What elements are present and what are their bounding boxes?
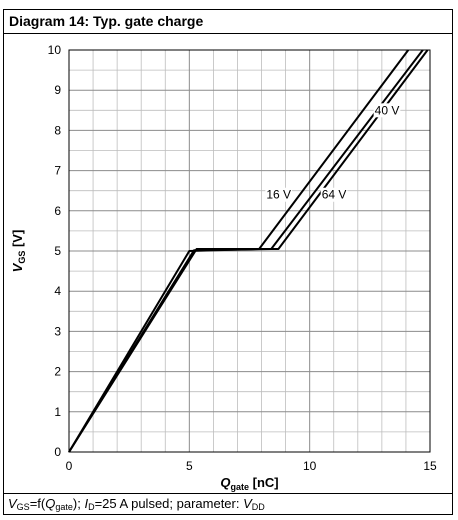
y-axis-label-main: V: [10, 262, 25, 272]
y-tick-label: 5: [54, 244, 61, 258]
caption-i: I: [84, 496, 89, 511]
caption-rest: =25 A pulsed; parameter:: [94, 496, 244, 511]
chart-frame: Diagram 14: Typ. gate charge VGS=f(Qgate…: [3, 9, 453, 515]
plot-area-border: [68, 49, 431, 453]
tick-labels: 0 5 10 15 0 1 2 3 4 5 6 7 8 9 10: [48, 43, 437, 473]
y-tick-label: 6: [54, 204, 61, 218]
x-axis-label-main: Q: [220, 475, 230, 490]
x-tick-label: 0: [66, 459, 73, 473]
curve-label-bg: [265, 187, 293, 202]
y-tick-label: 4: [54, 284, 61, 298]
caption-v: V: [243, 496, 252, 511]
y-axis-label-sub: GS: [17, 251, 27, 264]
curve-labels: 16 V 40 V 64 V: [265, 103, 401, 202]
caption-eq: =f(: [29, 496, 46, 511]
y-tick-label: 10: [48, 43, 62, 57]
caption-mid: );: [72, 496, 85, 511]
chart-caption: VGS=f(Qgate); ID=25 A pulsed; parameter:…: [4, 493, 452, 514]
x-axis-label-sub: gate: [231, 482, 250, 492]
y-tick-label: 7: [54, 164, 61, 178]
chart-title: Diagram 14: Typ. gate charge: [4, 10, 452, 34]
caption-q-sub: gate: [55, 502, 73, 512]
series-line: [68, 49, 429, 453]
x-axis-label-unit: [nC]: [249, 475, 279, 490]
y-tick-label: 1: [54, 405, 61, 419]
caption-q: Q: [45, 496, 56, 511]
curve-label-bg: [373, 103, 401, 118]
y-axis-label: VGS [V]: [10, 230, 27, 273]
y-tick-label: 3: [54, 324, 61, 338]
y-tick-label: 9: [54, 83, 61, 97]
curve-label: 16 V: [266, 188, 291, 202]
curve-label-bg: [320, 187, 348, 202]
curve-label: 64 V: [322, 188, 347, 202]
caption-vgs-sub: GS: [16, 502, 30, 512]
x-tick-label: 15: [423, 459, 437, 473]
y-axis-label-unit: [V]: [10, 230, 25, 251]
x-tick-label: 10: [303, 459, 317, 473]
caption-i-sub: D: [88, 502, 95, 512]
x-axis-label: Qgate [nC]: [220, 475, 278, 492]
curve-label: 40 V: [375, 103, 400, 117]
series-lines: [68, 49, 429, 453]
y-tick-label: 8: [54, 123, 61, 137]
y-tick-label: 2: [54, 365, 61, 379]
caption-vgs: V: [8, 496, 17, 511]
caption-v-sub: DD: [251, 502, 265, 512]
y-tick-label: 0: [54, 445, 61, 459]
x-tick-label: 5: [186, 459, 193, 473]
